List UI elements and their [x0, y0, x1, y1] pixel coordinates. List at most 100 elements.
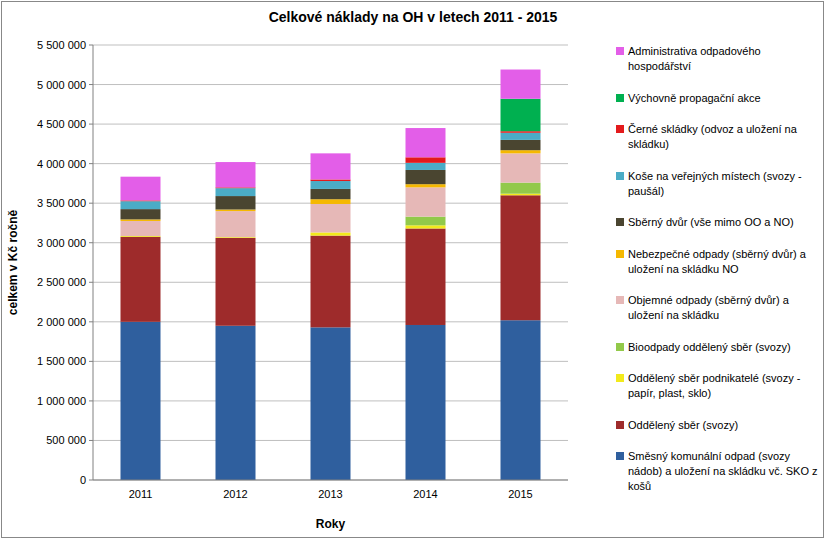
bar-segment — [406, 228, 446, 324]
bar-segment — [406, 184, 446, 187]
legend-item: Oddělený sběr podnikatelé (svozy - papír… — [616, 371, 821, 401]
bars — [121, 70, 541, 480]
category-label: 2012 — [223, 488, 247, 500]
bar-segment — [406, 128, 446, 157]
legend-swatch — [616, 172, 624, 180]
bar-segment — [501, 140, 541, 150]
tick-label: 3 500 000 — [37, 197, 86, 209]
chart: Celkové náklady na OH v letech 2011 - 20… — [0, 0, 827, 541]
tick-label: 1 500 000 — [37, 355, 86, 367]
bar-segment — [311, 189, 351, 199]
bar-segment — [501, 195, 541, 320]
bar-segment — [406, 217, 446, 226]
bar-segment — [121, 177, 161, 201]
bar-segment — [501, 153, 541, 182]
bar-segment — [311, 181, 351, 189]
tick-mark — [89, 321, 93, 322]
tick-mark — [89, 480, 93, 481]
legend-item: Oddělený sběr (svozy) — [616, 418, 821, 433]
tick-label: 4 500 000 — [37, 118, 86, 130]
tick-mark — [89, 124, 93, 125]
legend-item: Sběrný dvůr (vše mimo OO a NO) — [616, 215, 821, 230]
tick-mark — [89, 163, 93, 164]
tick-mark — [89, 440, 93, 441]
grid-line — [93, 84, 568, 85]
tick-label: 2 000 000 — [37, 316, 86, 328]
bar-segment — [406, 170, 446, 184]
legend-label: Bioodpady oddělený sběr (svozy) — [628, 340, 791, 355]
bar-segment — [311, 327, 351, 480]
grid-line — [93, 124, 568, 125]
legend-swatch — [616, 343, 624, 351]
legend-swatch — [616, 421, 624, 429]
bar-segment — [406, 325, 446, 480]
legend-swatch — [616, 250, 624, 258]
tick-label: 4 000 000 — [37, 158, 86, 170]
legend-label: Nebezpečné odpady (sběrný dvůr) a uložen… — [628, 247, 821, 277]
tick-label: 1 000 000 — [37, 395, 86, 407]
legend-item: Koše na veřejných místech (svozy - paušá… — [616, 169, 821, 199]
tick-mark — [89, 282, 93, 283]
bar-segment — [501, 99, 541, 131]
legend-item: Nebezpečné odpady (sběrný dvůr) a uložen… — [616, 247, 821, 277]
tick-label: 5 000 000 — [37, 79, 86, 91]
grid-line — [93, 45, 568, 46]
legend-swatch — [616, 94, 624, 102]
bar-segment — [216, 162, 256, 187]
tick-label: 0 — [80, 474, 86, 486]
legend-swatch — [616, 218, 624, 226]
legend-label: Oddělený sběr (svozy) — [628, 418, 738, 433]
bar-segment — [501, 183, 541, 194]
bar-segment — [501, 133, 541, 140]
bar-segment — [216, 210, 256, 212]
legend-label: Výchovně propagační akce — [628, 91, 761, 106]
category-label: 2013 — [318, 488, 342, 500]
tick-label: 500 000 — [46, 434, 86, 446]
bar-segment — [216, 326, 256, 480]
bar-segment — [311, 153, 351, 179]
bar-segment — [216, 211, 256, 237]
legend-item: Objemné odpady (sběrný dvůr) a uložení n… — [616, 293, 821, 323]
bar-segment — [121, 209, 161, 219]
bar-segment — [406, 187, 446, 216]
legend-label: Koše na veřejných místech (svozy - paušá… — [628, 169, 821, 199]
legend-label: Sběrný dvůr (vše mimo OO a NO) — [628, 215, 794, 230]
legend-item: Směsný komunální odpad (svozy nádob) a u… — [616, 449, 821, 494]
title: Celkové náklady na OH v letech 2011 - 20… — [269, 9, 558, 25]
bar-segment — [121, 201, 161, 209]
bar-segment — [311, 204, 351, 232]
bar-segment — [121, 237, 161, 322]
tick-mark — [89, 84, 93, 85]
x-axis-title: Roky — [316, 517, 346, 531]
legend-label: Oddělený sběr podnikatelé (svozy - papír… — [628, 371, 821, 401]
legend-item: Výchovně propagační akce — [616, 91, 821, 106]
legend-swatch — [616, 125, 624, 133]
bar-segment — [121, 322, 161, 480]
bar-segment — [216, 238, 256, 326]
category-label: 2011 — [129, 488, 153, 500]
legend-item: Bioodpady oddělený sběr (svozy) — [616, 340, 821, 355]
tick-label: 5 500 000 — [37, 39, 86, 51]
bar-segment — [311, 199, 351, 204]
bar-segment — [406, 163, 446, 170]
bar-segment — [121, 221, 161, 236]
bar-segment — [501, 70, 541, 99]
bar-segment — [406, 157, 446, 163]
bar-segment — [311, 232, 351, 235]
tick-mark — [89, 203, 93, 204]
legend-swatch — [616, 296, 624, 304]
legend-swatch — [616, 374, 624, 382]
bar-segment — [216, 196, 256, 209]
legend-label: Objemné odpady (sběrný dvůr) a uložení n… — [628, 293, 821, 323]
bar-segment — [216, 188, 256, 196]
bar-segment — [406, 225, 446, 228]
bar-segment — [501, 320, 541, 480]
bar-segment — [501, 150, 541, 153]
bar-segment — [121, 219, 161, 221]
bar-segment — [501, 194, 541, 196]
grid-line — [93, 480, 568, 481]
tick-label: 3 000 000 — [37, 237, 86, 249]
y-axis-title: celkem v Kč ročně — [6, 209, 20, 315]
category-label: 2015 — [508, 488, 532, 500]
legend: Administrativa odpadového hospodářstvíVý… — [616, 44, 821, 494]
